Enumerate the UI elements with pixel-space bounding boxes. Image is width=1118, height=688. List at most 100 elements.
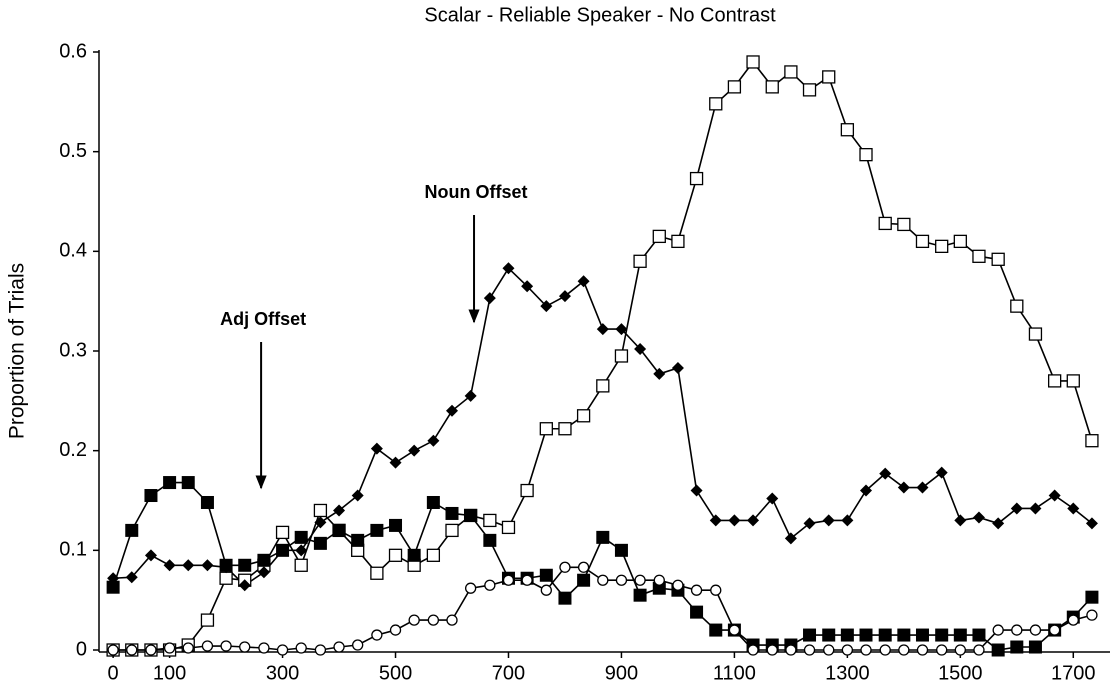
data-point <box>878 628 892 642</box>
data-point <box>972 511 985 524</box>
data-point <box>1010 299 1024 313</box>
x-tick-label: 500 <box>379 662 412 684</box>
data-point <box>295 544 308 557</box>
data-point <box>1028 640 1042 654</box>
data-point <box>859 628 873 642</box>
data-point <box>201 640 214 652</box>
data-point <box>992 624 1004 636</box>
data-point <box>445 523 459 538</box>
data-point <box>916 644 929 656</box>
data-point <box>445 506 459 520</box>
data-point <box>802 83 817 97</box>
data-point <box>710 584 722 596</box>
data-point <box>144 489 158 503</box>
data-point <box>709 97 723 111</box>
data-point <box>126 644 138 656</box>
data-point <box>276 543 290 557</box>
data-point <box>840 628 854 642</box>
data-point <box>1011 624 1023 636</box>
data-point <box>991 252 1005 266</box>
data-point <box>597 574 609 586</box>
data-point <box>294 530 308 544</box>
data-point <box>596 323 609 336</box>
data-point <box>352 639 364 651</box>
data-point <box>313 503 328 518</box>
x-tick-label: 100 <box>153 662 186 684</box>
x-tick-label: 0 <box>108 662 119 684</box>
data-point <box>614 543 628 557</box>
data-point <box>634 343 647 356</box>
data-point <box>633 254 647 268</box>
data-point <box>238 579 251 592</box>
data-point <box>559 561 571 573</box>
x-tick-label: 1100 <box>713 662 756 684</box>
data-point <box>803 517 816 530</box>
data-point <box>935 628 949 642</box>
data-point <box>766 492 779 505</box>
data-point <box>333 641 345 653</box>
data-point <box>333 504 346 517</box>
data-point <box>671 234 685 249</box>
data-point <box>426 495 440 509</box>
data-point <box>1067 502 1080 515</box>
data-point <box>1086 609 1098 621</box>
x-tick-label: 300 <box>266 662 299 684</box>
data-point <box>502 262 515 275</box>
data-point <box>1048 624 1061 636</box>
data-point <box>145 644 157 656</box>
data-point <box>275 525 290 540</box>
data-point <box>125 523 139 537</box>
data-point <box>276 644 289 656</box>
data-point <box>200 495 214 509</box>
data-point <box>690 605 704 619</box>
data-point <box>181 476 195 490</box>
data-point <box>747 514 760 527</box>
data-point <box>294 558 308 572</box>
data-point <box>483 513 497 528</box>
data-point <box>539 568 553 582</box>
data-point <box>822 70 836 84</box>
data-point <box>484 579 496 591</box>
data-point <box>879 467 892 480</box>
data-point <box>295 642 307 654</box>
data-point <box>220 640 232 652</box>
data-point <box>370 566 384 580</box>
data-point <box>258 642 270 654</box>
data-point <box>577 561 590 573</box>
data-point <box>389 456 402 469</box>
data-point <box>540 300 553 313</box>
data-point <box>936 644 948 656</box>
data-point <box>576 409 591 423</box>
data-point <box>464 508 478 522</box>
data-point <box>219 571 233 585</box>
data-point <box>746 55 760 69</box>
data-point <box>446 614 458 626</box>
data-point <box>898 644 910 656</box>
data-point <box>803 644 816 656</box>
data-point <box>747 644 759 656</box>
data-point <box>897 217 911 232</box>
data-point <box>163 642 176 654</box>
data-point <box>351 489 364 502</box>
data-point <box>558 422 572 436</box>
data-point <box>915 234 930 249</box>
data-point <box>314 644 327 656</box>
data-point <box>1048 489 1061 502</box>
data-point <box>125 571 138 584</box>
data-point <box>370 523 384 537</box>
data-point <box>822 628 836 642</box>
data-point <box>841 514 854 527</box>
data-point <box>653 574 665 586</box>
data-point <box>182 642 194 654</box>
data-point <box>915 628 929 642</box>
data-point <box>633 588 647 602</box>
y-tick-label: 0.2 <box>59 439 87 461</box>
data-point <box>973 644 985 656</box>
data-point <box>502 574 515 586</box>
data-point <box>1085 434 1099 448</box>
data-point <box>238 558 252 572</box>
data-point <box>859 148 873 162</box>
data-point <box>671 361 684 374</box>
data-point <box>1010 502 1023 515</box>
